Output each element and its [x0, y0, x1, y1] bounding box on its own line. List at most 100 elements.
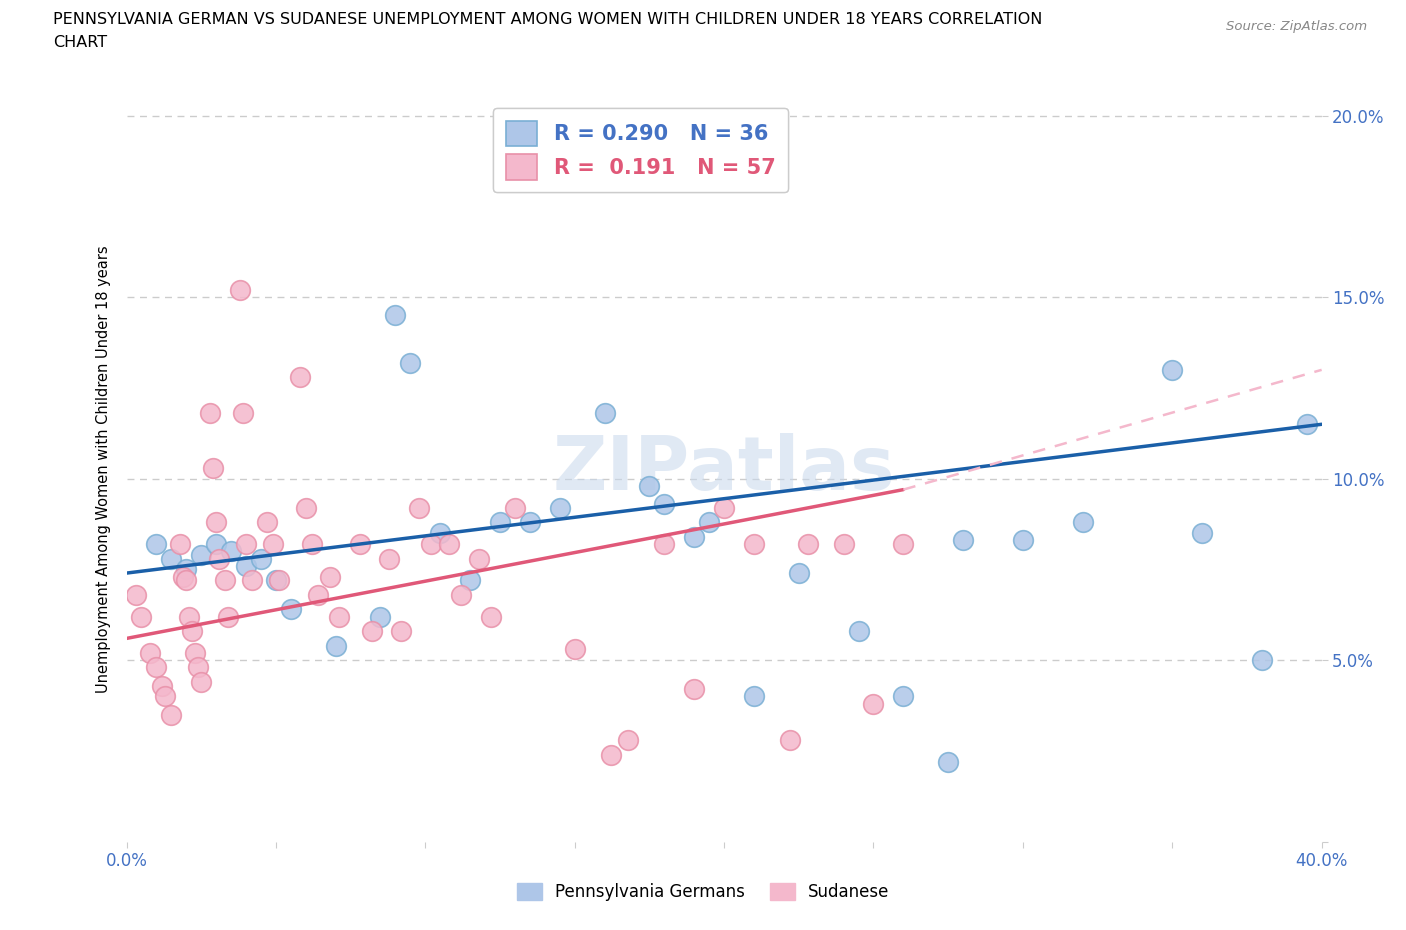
Point [408, 500, 430, 515]
Point [179, 609, 201, 624]
Point [288, 369, 311, 384]
Point [1071, 515, 1094, 530]
Legend: R = 0.290   N = 36, R =  0.191   N = 57: R = 0.290 N = 36, R = 0.191 N = 57 [494, 108, 787, 193]
Point [219, 544, 242, 559]
Point [796, 537, 818, 551]
Point [360, 624, 382, 639]
Point [256, 515, 278, 530]
Point [190, 674, 212, 689]
Point [307, 588, 329, 603]
Point [181, 624, 204, 639]
Point [139, 645, 162, 660]
Point [174, 573, 197, 588]
Point [169, 537, 191, 551]
Point [848, 624, 870, 639]
Point [1191, 525, 1213, 540]
Point [267, 573, 290, 588]
Point [638, 479, 661, 494]
Point [318, 569, 342, 584]
Point [205, 515, 228, 530]
Point [250, 551, 273, 566]
Point [240, 573, 263, 588]
Point [174, 562, 197, 577]
Point [683, 682, 706, 697]
Point [172, 569, 194, 584]
Point [489, 515, 512, 530]
Point [420, 537, 443, 551]
Point [217, 609, 239, 624]
Point [503, 500, 526, 515]
Point [652, 537, 675, 551]
Point [301, 537, 323, 551]
Point [349, 537, 371, 551]
Point [229, 283, 252, 298]
Point [479, 609, 502, 624]
Point [593, 406, 616, 421]
Point [1011, 533, 1033, 548]
Point [370, 609, 392, 624]
Point [787, 565, 810, 580]
Point [262, 537, 284, 551]
Point [325, 638, 347, 653]
Point [214, 573, 236, 588]
Point [145, 660, 167, 675]
Point [232, 406, 254, 421]
Point [202, 460, 225, 475]
Legend: Pennsylvania Germans, Sudanese: Pennsylvania Germans, Sudanese [510, 876, 896, 908]
Point [131, 609, 153, 624]
Point [893, 689, 915, 704]
Point [187, 660, 209, 675]
Point [599, 747, 621, 762]
Point [1295, 417, 1317, 432]
Point [697, 515, 720, 530]
Point [1251, 653, 1274, 668]
Text: ZIPatlas: ZIPatlas [553, 433, 896, 506]
Point [952, 533, 974, 548]
Point [652, 497, 675, 512]
Text: PENNSYLVANIA GERMAN VS SUDANESE UNEMPLOYMENT AMONG WOMEN WITH CHILDREN UNDER 18 : PENNSYLVANIA GERMAN VS SUDANESE UNEMPLOY… [53, 12, 1043, 27]
Point [519, 515, 541, 530]
Point [832, 537, 855, 551]
Point [862, 697, 884, 711]
Point [779, 733, 801, 748]
Point [152, 678, 174, 693]
Point [713, 500, 735, 515]
Point [155, 689, 177, 704]
Y-axis label: Unemployment Among Women with Children Under 18 years: Unemployment Among Women with Children U… [96, 246, 111, 694]
Point [399, 355, 422, 370]
Point [235, 537, 257, 551]
Point [294, 500, 316, 515]
Point [384, 308, 406, 323]
Point [190, 548, 212, 563]
Point [468, 551, 491, 566]
Point [328, 609, 350, 624]
Point [391, 624, 413, 639]
Point [548, 500, 571, 515]
Point [683, 529, 706, 544]
Point [564, 642, 586, 657]
Point [208, 551, 231, 566]
Point [124, 588, 146, 603]
Point [429, 525, 451, 540]
Point [145, 537, 167, 551]
Point [235, 558, 257, 573]
Point [439, 537, 461, 551]
Point [264, 573, 287, 588]
Text: CHART: CHART [53, 35, 107, 50]
Point [1161, 363, 1184, 378]
Point [205, 537, 228, 551]
Point [160, 551, 183, 566]
Text: Source: ZipAtlas.com: Source: ZipAtlas.com [1226, 20, 1367, 33]
Point [893, 537, 915, 551]
Point [742, 689, 765, 704]
Point [617, 733, 640, 748]
Point [450, 588, 472, 603]
Point [742, 537, 765, 551]
Point [458, 573, 481, 588]
Point [184, 645, 207, 660]
Point [160, 707, 183, 722]
Point [200, 406, 222, 421]
Point [280, 602, 302, 617]
Point [378, 551, 401, 566]
Point [936, 754, 959, 769]
